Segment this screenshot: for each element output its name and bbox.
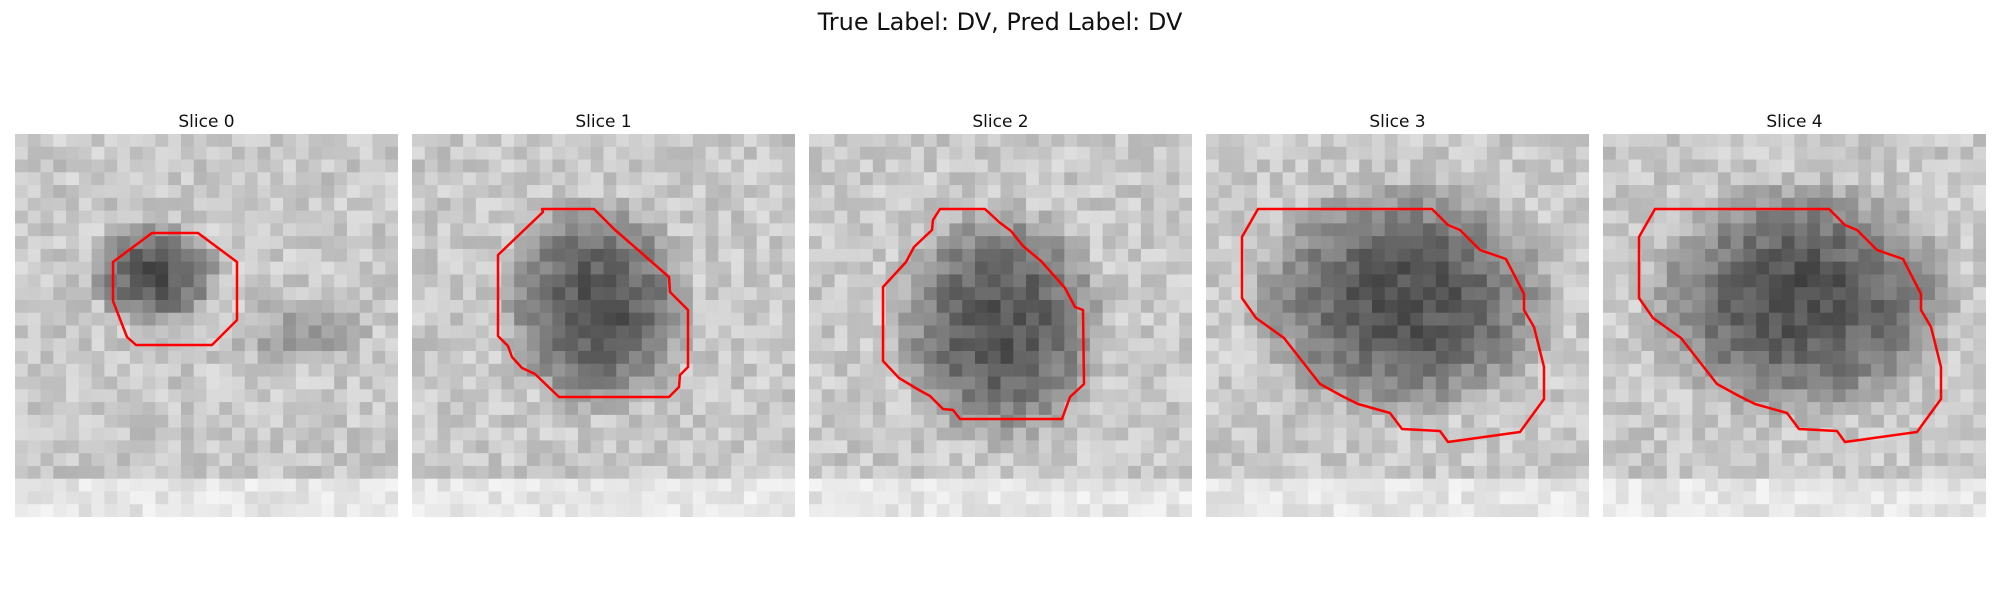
slice-title: Slice 2: [972, 112, 1029, 132]
slice-image: [15, 134, 398, 517]
pixel-grid: [1206, 134, 1589, 517]
pixel-grid: [1603, 134, 1986, 517]
slice-image: [1603, 134, 1986, 517]
segmentation-contour: [881, 207, 1086, 421]
slice-panel-2: Slice 2: [809, 110, 1192, 517]
segmentation-contour: [1240, 207, 1546, 444]
segmentation-contour: [111, 231, 239, 347]
slice-panel-3: Slice 3: [1206, 110, 1589, 517]
pixel-grid: [809, 134, 1192, 517]
pixel-grid: [412, 134, 795, 517]
pixel-grid: [15, 134, 398, 517]
slice-title: Slice 4: [1766, 112, 1823, 132]
slice-panel-1: Slice 1: [412, 110, 795, 517]
slice-image: [809, 134, 1192, 517]
figure-title: True Label: DV, Pred Label: DV: [817, 8, 1183, 36]
slice-image: [412, 134, 795, 517]
segmentation-contour: [1637, 207, 1943, 444]
slice-title: Slice 1: [575, 112, 632, 132]
slice-panel-4: Slice 4: [1603, 110, 1986, 517]
slice-title: Slice 0: [178, 112, 235, 132]
slice-title: Slice 3: [1369, 112, 1426, 132]
slice-panel-0: Slice 0: [15, 110, 398, 517]
segmentation-contour: [496, 207, 690, 399]
slice-image: [1206, 134, 1589, 517]
